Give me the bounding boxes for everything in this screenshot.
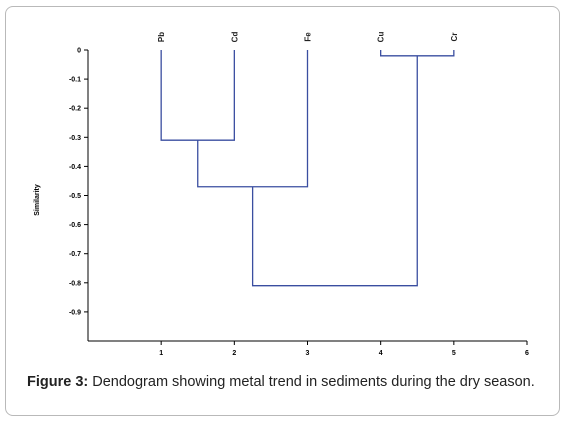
leaf-label: Cr [450, 33, 459, 42]
axes: 0 -0.1 -0.2 -0.3 -0.4 -0.5 -0.6 -0.7 -0.8 -0.9 1 2 3… [69, 48, 529, 358]
dendrogram-link [160, 50, 235, 141]
leaf-label: Cd [230, 32, 239, 43]
x-tick-label: 5 [452, 350, 456, 357]
y-tick-label: -0.6 [69, 222, 81, 229]
y-tick-label: -0.7 [69, 251, 81, 258]
dendrogram-link [197, 50, 309, 188]
leaf-label: Cu [377, 32, 386, 43]
x-tick-label: 6 [525, 350, 529, 357]
y-axis-label: Similarity [34, 184, 41, 216]
caption-text: Dendogram showing metal trend in sedimen… [92, 374, 535, 390]
caption-label: Figure 3: [27, 374, 89, 390]
x-tick-label: 3 [306, 350, 310, 357]
x-tick-label: 4 [379, 350, 383, 357]
figure-frame [5, 6, 560, 416]
dendrogram-tree [160, 50, 455, 287]
y-tick-label: -0.4 [69, 164, 81, 171]
leaf-label: Pb [157, 32, 166, 42]
dendrogram-link [380, 50, 455, 57]
figure-caption: Figure 3: Dendogram showing metal trend … [27, 374, 537, 391]
y-tick-label: 0 [77, 48, 81, 55]
x-tick-label: 2 [232, 350, 236, 357]
leaf-labels: Pb Cd Fe Cu Cr [157, 32, 459, 43]
y-tick-label: -0.1 [69, 77, 81, 84]
x-tick-label: 1 [159, 350, 163, 357]
y-tick-label: -0.5 [69, 193, 81, 200]
y-tick-label: -0.3 [69, 135, 81, 142]
dendrogram-link [251, 55, 418, 287]
y-tick-label: -0.2 [69, 106, 81, 113]
y-tick-label: -0.9 [69, 309, 81, 316]
dendrogram-chart: 0 -0.1 -0.2 -0.3 -0.4 -0.5 -0.6 -0.7 -0.8 -0.9 1 2 3… [34, 32, 529, 358]
y-tick-label: -0.8 [69, 280, 81, 287]
leaf-label: Fe [304, 32, 313, 42]
